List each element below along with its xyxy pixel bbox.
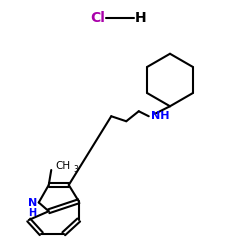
Text: H: H [28,208,36,218]
Text: Cl: Cl [90,10,105,24]
Text: N: N [28,198,37,207]
Text: H: H [135,10,146,24]
Text: CH: CH [55,161,70,171]
Text: NH: NH [151,111,169,121]
Text: 3: 3 [73,166,78,174]
